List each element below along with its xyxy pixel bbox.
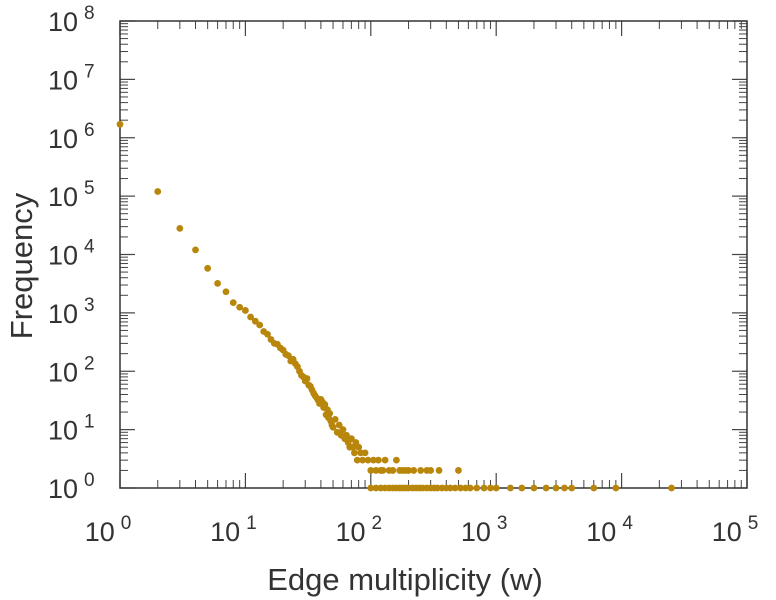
plot-area-frame xyxy=(119,20,748,489)
data-point xyxy=(381,456,389,464)
data-point xyxy=(222,288,230,296)
data-point xyxy=(321,401,329,408)
data-point xyxy=(192,246,199,254)
data-point xyxy=(612,484,620,492)
data-point xyxy=(353,456,361,464)
data-point xyxy=(361,449,369,457)
x-tick-label: 10 4 xyxy=(586,513,633,547)
y-tick-label: 10 5 xyxy=(48,178,95,212)
x-tick-label: 10 5 xyxy=(712,513,759,547)
data-point xyxy=(466,484,474,492)
data-point xyxy=(457,484,464,492)
y-tick-label: 10 0 xyxy=(48,470,95,504)
data-point xyxy=(561,484,568,492)
data-points xyxy=(116,120,675,492)
x-axis-title: Edge multiplicity (w) xyxy=(267,562,543,597)
y-tick-label: 10 3 xyxy=(48,295,95,329)
x-tick-label: 10 0 xyxy=(85,513,132,547)
data-point xyxy=(405,467,412,474)
data-point xyxy=(326,409,334,417)
data-point xyxy=(303,375,311,382)
data-point xyxy=(176,225,184,232)
y-tick-label: 10 1 xyxy=(48,412,95,446)
y-tick-label: 10 2 xyxy=(48,353,95,387)
data-point xyxy=(364,456,372,464)
data-point xyxy=(242,307,249,314)
data-point xyxy=(229,299,237,306)
y-axis-title: Frequency xyxy=(4,192,39,339)
data-point xyxy=(435,467,443,474)
data-point xyxy=(446,484,454,492)
data-point xyxy=(590,484,598,492)
data-point xyxy=(256,321,264,329)
y-tick-label: 10 7 xyxy=(48,61,95,95)
data-point xyxy=(492,484,500,492)
data-point xyxy=(284,352,292,360)
minor-tick-marks xyxy=(120,21,747,488)
data-point xyxy=(204,264,212,272)
data-point xyxy=(427,467,435,474)
data-point xyxy=(339,426,347,434)
data-point xyxy=(518,484,526,492)
data-point xyxy=(507,484,514,492)
data-point xyxy=(116,120,124,128)
data-point xyxy=(264,330,271,338)
data-point xyxy=(247,313,254,321)
data-point xyxy=(480,484,488,492)
x-axis-tick-labels: 10 0 10 1 10 2 10 3 10 4 10 5 xyxy=(85,513,759,547)
major-tick-marks xyxy=(119,20,748,489)
data-point xyxy=(367,467,375,474)
data-point xyxy=(451,484,459,492)
data-point xyxy=(455,467,462,474)
data-point xyxy=(335,421,343,429)
data-point xyxy=(393,456,400,464)
data-point xyxy=(370,456,377,464)
data-point xyxy=(473,484,481,492)
data-point xyxy=(530,484,538,492)
data-point xyxy=(668,484,675,492)
data-point xyxy=(410,467,418,474)
y-tick-label: 10 8 xyxy=(48,3,95,37)
data-point xyxy=(389,467,397,474)
data-point xyxy=(347,435,355,443)
data-point xyxy=(359,456,366,464)
data-point xyxy=(417,467,425,474)
y-tick-label: 10 6 xyxy=(48,120,95,154)
y-tick-label: 10 4 xyxy=(48,237,95,271)
x-tick-label: 10 2 xyxy=(335,513,382,547)
data-point xyxy=(552,484,560,492)
data-point xyxy=(372,484,380,492)
data-point xyxy=(329,423,337,431)
data-point xyxy=(379,467,387,474)
data-point xyxy=(568,484,576,492)
data-point xyxy=(367,484,375,492)
data-point xyxy=(154,188,162,195)
data-point xyxy=(214,279,221,287)
data-point xyxy=(355,443,363,451)
data-point xyxy=(372,467,380,474)
data-point xyxy=(351,449,358,457)
data-point xyxy=(375,456,382,464)
data-point xyxy=(343,431,350,439)
data-point xyxy=(236,303,244,311)
x-tick-label: 10 3 xyxy=(461,513,508,547)
data-point xyxy=(331,415,339,423)
x-tick-label: 10 1 xyxy=(210,513,257,547)
data-point xyxy=(487,484,494,492)
data-point xyxy=(542,484,550,492)
